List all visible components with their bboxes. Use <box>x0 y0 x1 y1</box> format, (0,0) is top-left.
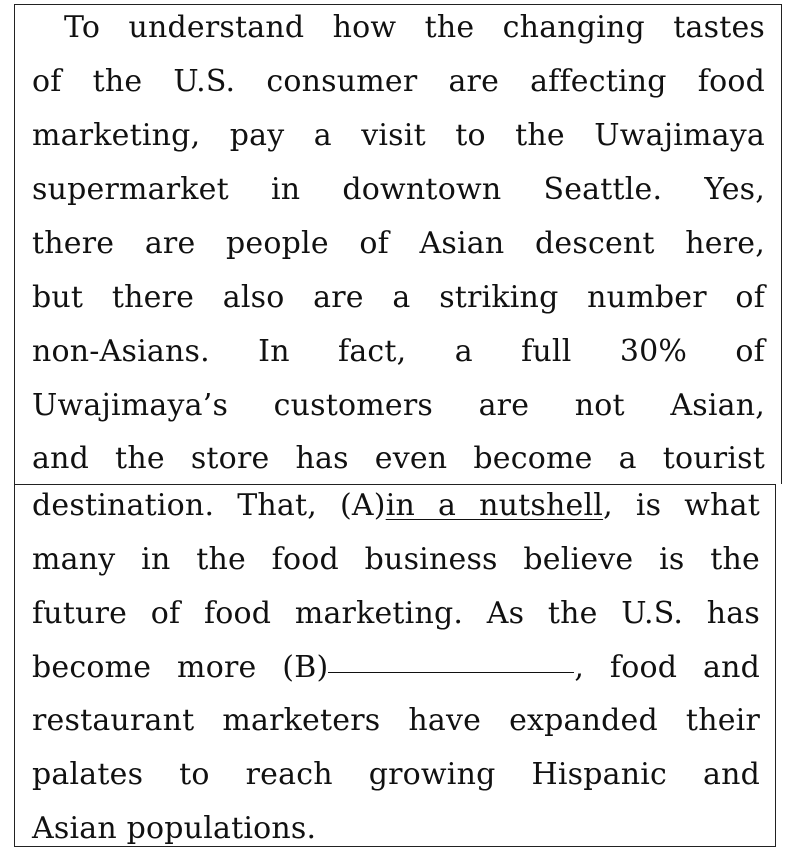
passage-line: and the store has even become a tourist <box>32 441 765 476</box>
line-text: , food and <box>574 650 761 685</box>
passage-line: many in the food business believe is the <box>32 542 760 577</box>
passage-line: but there also are a striking number of <box>32 280 765 315</box>
passage-line: restaurant marketers have expanded their <box>32 703 760 738</box>
underlined-phrase-a: in a nutshell <box>385 488 604 523</box>
passage-line: future of food marketing. As the U.S. ha… <box>32 596 760 631</box>
passage-line: supermarket in downtown Seattle. Yes, <box>32 172 765 207</box>
passage-line: To understand how the changing tastes <box>64 10 765 45</box>
line-text: , is what <box>603 488 760 523</box>
passage-line: Uwajimaya’s customers are not Asian, <box>32 388 765 423</box>
passage-line: of the U.S. consumer are affecting food <box>32 64 765 99</box>
line-text: become more (B) <box>32 650 329 685</box>
line-text: destination. That, (A) <box>32 488 386 523</box>
passage-box-top <box>14 4 782 484</box>
passage-box-bottom <box>14 484 776 847</box>
passage-line: destination. That, (A)in a nutshell, is … <box>32 479 760 533</box>
passage-line: palates to reach growing Hispanic and <box>32 757 760 792</box>
passage-line: there are people of Asian descent here, <box>32 226 765 261</box>
passage-line: marketing, pay a visit to the Uwajimaya <box>32 118 765 153</box>
blank-b <box>328 671 575 673</box>
passage-line: non-Asians. In fact, a full 30% of <box>32 334 765 369</box>
passage-line: Asian populations. <box>32 811 317 846</box>
passage-line: become more (B) , food and <box>32 641 760 695</box>
